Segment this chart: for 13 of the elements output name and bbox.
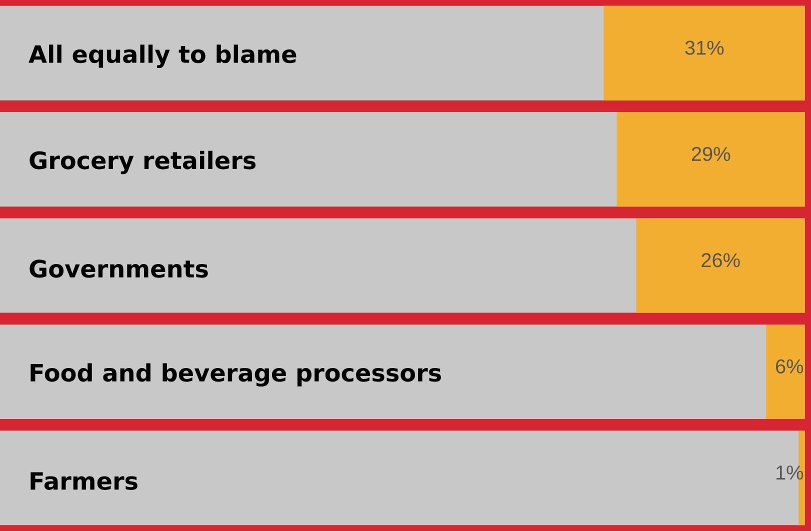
y-tick-label: Food and beverage processors bbox=[30, 363, 441, 387]
bar bbox=[604, 6, 805, 100]
data-label: 26% bbox=[702, 253, 740, 268]
y-tick-label: Governments bbox=[30, 260, 208, 278]
data-label: 6% bbox=[776, 359, 804, 374]
bar bbox=[616, 112, 805, 207]
y-tick-label: Grocery retailers bbox=[30, 150, 256, 174]
bar bbox=[636, 218, 805, 313]
y-tick-label: Farmers bbox=[30, 472, 138, 490]
data-label: 29% bbox=[692, 146, 730, 162]
y-tick-label: All equally to blame bbox=[28, 44, 296, 68]
bar bbox=[766, 324, 805, 419]
data-label: 31% bbox=[685, 40, 724, 55]
